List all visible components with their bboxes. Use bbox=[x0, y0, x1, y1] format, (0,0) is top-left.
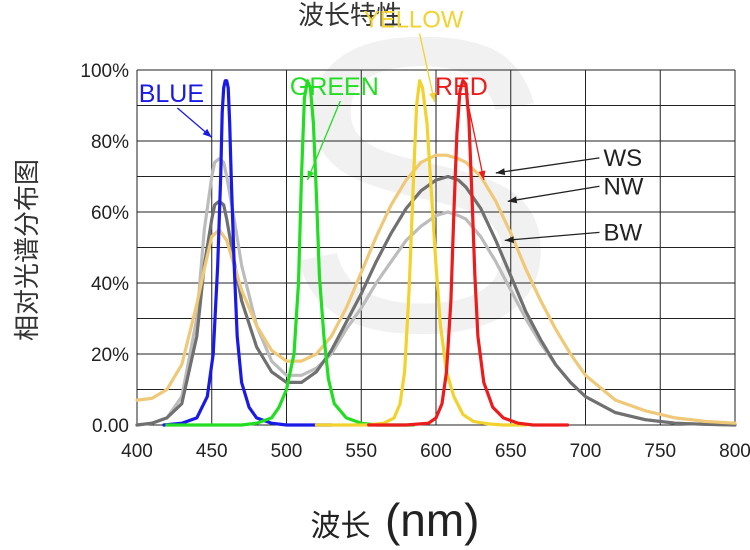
curves bbox=[135, 79, 737, 427]
label-bw: BW bbox=[603, 219, 642, 246]
x-tick-label: 650 bbox=[495, 441, 527, 462]
x-tick-label: 750 bbox=[644, 441, 676, 462]
watermark-layer: S bbox=[280, 0, 560, 420]
leader-ws bbox=[495, 157, 600, 174]
arrow-nw bbox=[507, 196, 518, 204]
watermark-text: S bbox=[280, 0, 560, 420]
label-green: GREEN bbox=[290, 73, 379, 101]
leader-nw bbox=[507, 185, 600, 202]
x-tick-label: 400 bbox=[121, 441, 153, 462]
label-yellow: YELLOW bbox=[364, 6, 464, 33]
x-tick-label: 600 bbox=[420, 441, 452, 462]
chart-title: 波长特性 bbox=[298, 1, 402, 31]
arrow-red bbox=[478, 170, 486, 181]
leader-red bbox=[466, 100, 485, 181]
x-axis-label: 波长 (nm) bbox=[311, 494, 480, 546]
x-axis-label-unit: (nm) bbox=[385, 494, 480, 546]
arrow-green bbox=[307, 170, 315, 181]
x-tick-label: 800 bbox=[719, 441, 750, 462]
y-tick-label: 40% bbox=[91, 274, 129, 295]
y-tick-label: 80% bbox=[91, 132, 129, 153]
leader-bw bbox=[504, 231, 600, 242]
x-tick-label: 550 bbox=[345, 441, 377, 462]
curve-red bbox=[367, 79, 570, 427]
arrow-blue bbox=[202, 128, 212, 138]
x-tick-label: 700 bbox=[570, 441, 602, 462]
x-tick-labels: 400 450 500 550 600 650 700 750 800 bbox=[121, 441, 750, 462]
label-nw: NW bbox=[603, 173, 643, 200]
label-blue: BLUE bbox=[139, 80, 204, 108]
y-axis-label: 相对光谱分布图 bbox=[13, 159, 43, 341]
curve-green bbox=[165, 79, 416, 427]
x-tick-label: 500 bbox=[271, 441, 303, 462]
y-tick-label: 100% bbox=[80, 61, 129, 82]
curve-ws bbox=[135, 153, 737, 425]
leader-green bbox=[306, 100, 341, 181]
curve-yellow bbox=[314, 79, 528, 427]
curve-nw bbox=[135, 174, 737, 427]
x-tick-label: 450 bbox=[196, 441, 228, 462]
y-tick-label: 60% bbox=[91, 203, 129, 224]
y-tick-labels: 0.00 20% 40% 60% 80% 100% bbox=[80, 61, 129, 437]
arrow-ws bbox=[495, 168, 506, 176]
y-tick-label: 20% bbox=[91, 345, 129, 366]
label-ws: WS bbox=[603, 145, 642, 172]
y-tick-label: 0.00 bbox=[92, 416, 129, 437]
arrow-yellow bbox=[429, 92, 436, 102]
curve-blue bbox=[162, 79, 333, 427]
arrow-bw bbox=[504, 236, 514, 244]
x-axis-label-cn: 波长 bbox=[311, 509, 371, 544]
leader-yellow bbox=[418, 33, 436, 103]
label-red: RED bbox=[435, 73, 488, 101]
